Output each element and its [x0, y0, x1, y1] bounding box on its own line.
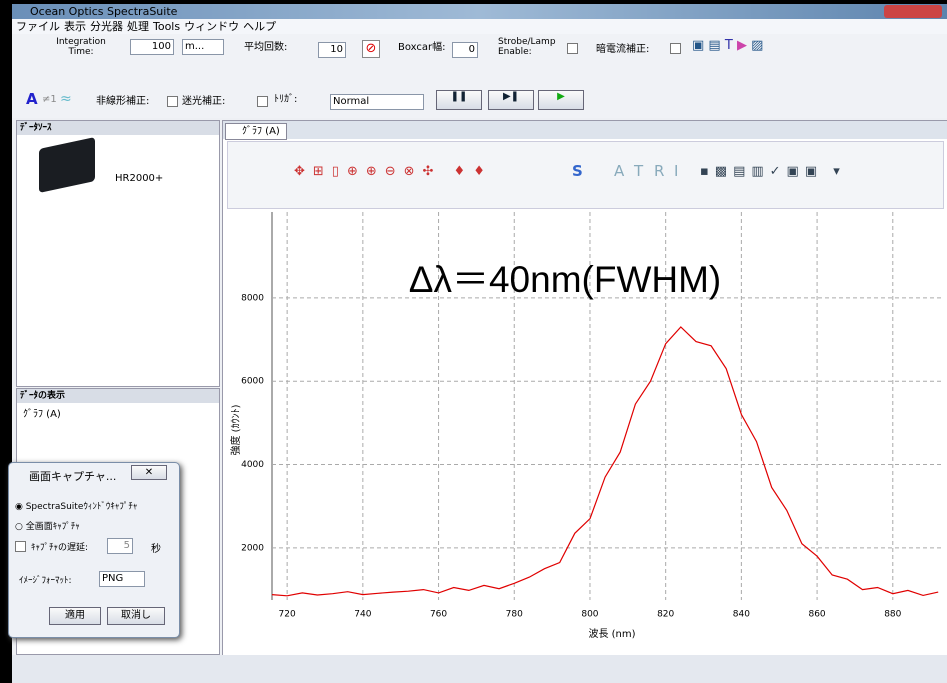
toolbar-letter[interactable]: R	[654, 162, 665, 180]
x-tick-label: 760	[430, 610, 447, 620]
graph-toolbar: ✥⊞▯⊕⊕⊖⊗✣ ♦♦ S A T R I ▪▩▤▥✓▣▣ ▾	[227, 141, 944, 209]
x-tick-label: 860	[808, 610, 825, 620]
label: Boxcar幅:	[398, 42, 446, 53]
label: ≠1	[42, 94, 57, 105]
y-tick-label: 2000	[241, 543, 264, 553]
x-tick-label: 820	[657, 610, 674, 620]
x-tick-label: 840	[733, 610, 750, 620]
label: ｲﾒｰｼﾞﾌｫｰﾏｯﾄ:	[19, 576, 72, 586]
capture-dialog: 画面キャプチャ... ✕ ◉ SpectraSuiteｳｨﾝﾄﾞｳｷｬﾌﾟﾁｬ …	[8, 462, 180, 638]
icon: ≈	[60, 91, 72, 107]
option-label: 全画面ｷｬﾌﾟﾁｬ	[25, 522, 80, 532]
menu-item[interactable]: ファイル	[16, 20, 60, 33]
close-button[interactable]: ✕	[131, 465, 167, 480]
x-axis-label: 波長 (nm)	[588, 627, 635, 640]
graph-panel: ｸﾞﾗﾌ (A) ✥⊞▯⊕⊕⊖⊗✣ ♦♦ S A T R I ▪▩▤▥✓▣▣ ▾	[222, 120, 947, 657]
label: ﾄﾘｶﾞ:	[274, 94, 298, 105]
toolbar: Integration Time: 100 m... 平均回数: 10 ⊘ Bo…	[12, 34, 947, 118]
x-tick-label: 800	[581, 610, 598, 620]
y-tick-label: 8000	[241, 293, 264, 303]
step-button[interactable]: ▶❚	[488, 90, 534, 110]
x-tick-label: 740	[354, 610, 371, 620]
play-button[interactable]: ▶	[538, 90, 584, 110]
checkbox[interactable]	[257, 96, 268, 107]
y-tick-label: 4000	[241, 460, 264, 470]
panel-title: ﾃﾞｰﾀの表示	[17, 389, 219, 403]
menu-item[interactable]: 処理	[127, 20, 149, 33]
tab-strip	[223, 121, 947, 139]
dropdown[interactable]: PNG	[99, 571, 145, 587]
panel-title: ﾃﾞｰﾀｿｰｽ	[17, 121, 219, 135]
label: 平均回数:	[244, 42, 288, 53]
toolbar-letter[interactable]: A	[614, 162, 625, 180]
label: 非線形補正:	[96, 96, 150, 107]
dropdown[interactable]: Normal	[330, 94, 424, 110]
input[interactable]: 10	[318, 42, 346, 58]
dropdown[interactable]: m...	[182, 39, 224, 55]
x-tick-label: 720	[279, 610, 296, 620]
menu-bar: ファイル 表示 分光器 処理 Tools ウィンドウ ヘルプ	[12, 19, 947, 34]
spectrum-line	[271, 326, 939, 597]
option-label: SpectraSuiteｳｨﾝﾄﾞｳｷｬﾌﾟﾁｬ	[25, 502, 138, 512]
stop-icon[interactable]: ⊘	[362, 40, 380, 58]
toolbar-icons[interactable]: ▣ ▤ T ▶ ▨	[692, 38, 764, 53]
label: 迷光補正:	[182, 96, 226, 107]
label: 暗電流補正:	[596, 44, 650, 55]
pause-button[interactable]: ❚❚	[436, 90, 482, 110]
menu-item[interactable]: ヘルプ	[243, 20, 277, 33]
annotation: Δλ＝40nm(FWHM)	[409, 259, 721, 300]
title-bar: Ocean Optics SpectraSuite	[12, 4, 947, 19]
input[interactable]: 0	[452, 42, 478, 58]
toolbar-icons[interactable]: ▪▩▤▥✓▣▣ ▾	[700, 164, 846, 179]
label: Integration Time:	[56, 37, 106, 57]
input[interactable]: 5	[107, 538, 133, 554]
radio-option[interactable]: ◉ SpectraSuiteｳｨﾝﾄﾞｳｷｬﾌﾟﾁｬ	[15, 502, 138, 512]
menu-item[interactable]: ウィンドウ	[184, 20, 240, 33]
toolbar-letter[interactable]: T	[634, 162, 644, 180]
toolbar-icons[interactable]: ✥⊞▯⊕⊕⊖⊗✣ ♦♦	[294, 164, 493, 179]
checkbox[interactable]	[15, 541, 26, 552]
menu-item[interactable]: 表示	[64, 20, 86, 33]
app-window: Ocean Optics SpectraSuite ファイル 表示 分光器 処理 Too…	[12, 4, 947, 683]
y-tick-label: 6000	[241, 377, 264, 387]
radio-option[interactable]: ○ 全画面ｷｬﾌﾟﾁｬ	[15, 522, 80, 532]
apply-button[interactable]: 適用	[49, 607, 101, 625]
tab[interactable]: ｸﾞﾗﾌ (A)	[225, 123, 287, 140]
label: A	[26, 90, 38, 108]
x-tick-label: 780	[506, 610, 523, 620]
dialog-title: 画面キャプチャ...	[29, 470, 117, 483]
cancel-button[interactable]: 取消し	[107, 607, 165, 625]
menu-item[interactable]: Tools	[153, 20, 181, 33]
toolbar-letter[interactable]: S	[572, 162, 583, 180]
x-tick-label: 880	[884, 610, 901, 620]
label: ｷｬﾌﾟﾁｬの遅延:	[31, 543, 89, 553]
label: 秒	[151, 544, 161, 555]
menu-item[interactable]: 分光器	[90, 20, 123, 33]
tree-item[interactable]: ｸﾞﾗﾌ (A)	[23, 409, 61, 420]
label: Strobe/Lamp Enable:	[498, 37, 556, 57]
status-bar	[12, 655, 947, 683]
checkbox[interactable]	[670, 43, 681, 54]
data-sources-panel: ﾃﾞｰﾀｿｰｽ HR2000+	[16, 120, 220, 387]
input[interactable]: 100	[130, 39, 174, 55]
device-label[interactable]: HR2000+	[115, 173, 164, 184]
checkbox[interactable]	[167, 96, 178, 107]
y-axis-label: 強度 (ｶｳﾝﾄ)	[229, 404, 242, 455]
toolbar-letter[interactable]: I	[674, 162, 679, 180]
checkbox[interactable]	[567, 43, 578, 54]
window-controls[interactable]	[884, 5, 942, 18]
